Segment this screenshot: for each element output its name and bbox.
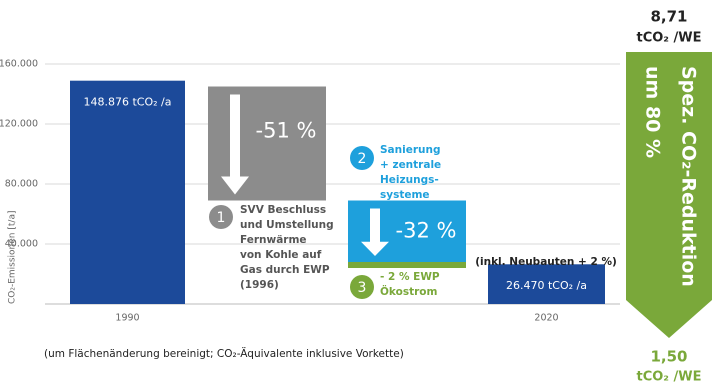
step-arrow	[361, 208, 389, 256]
reduction-to: 1,50	[650, 348, 687, 366]
reduction-from: 8,71	[650, 8, 687, 26]
step-text: + zentrale	[380, 159, 441, 171]
bar	[70, 80, 185, 304]
step-text: Heizungs-	[380, 174, 439, 186]
value-label: 26.470 tCO₂ /a	[506, 279, 587, 292]
step-text: Gas durch EWP	[240, 264, 330, 276]
step-text: von Kohle auf	[240, 249, 322, 261]
value-label: 148.876 tCO₂ /a	[84, 96, 172, 109]
step-bar	[208, 86, 326, 201]
step-number-badge	[350, 275, 374, 299]
reduction-text: um 80 %	[642, 66, 664, 158]
step-text: systeme	[380, 189, 430, 201]
step-text: - 2 % EWP	[380, 271, 440, 283]
step-bar	[348, 262, 466, 268]
x-tick-label: 2020	[534, 313, 558, 324]
step-text: Sanierung	[380, 144, 441, 156]
step-number: 3	[358, 280, 367, 296]
y-tick-label: 120.000	[0, 119, 38, 130]
y-axis-label: CO₂-Emissionen [t/a]	[8, 211, 18, 304]
step-number: 1	[217, 210, 226, 226]
annotation: (inkl. Neubauten + 2 %)	[475, 256, 617, 268]
y-tick-label: 160.000	[0, 59, 38, 70]
step-number-badge	[209, 205, 233, 229]
step-arrow	[221, 94, 249, 195]
y-tick-label: 80.000	[5, 179, 38, 190]
step-text: SVV Beschluss	[240, 204, 326, 216]
step-text: Fernwärme	[240, 234, 307, 246]
reduction-to-unit: tCO₂ /WE	[637, 370, 702, 385]
reduction-from-unit: tCO₂ /WE	[637, 31, 702, 46]
step-label: -32 %	[396, 218, 457, 242]
reduction-text: Spez. CO₂-Reduktion	[678, 66, 700, 287]
step-text: (1996)	[240, 279, 279, 291]
step-label: -51 %	[256, 119, 317, 143]
x-tick-label: 1990	[115, 313, 139, 324]
step-number-badge	[350, 146, 374, 170]
step-number: 2	[358, 151, 367, 167]
footnote: (um Flächenänderung bereinigt; CO₂-Äquiv…	[44, 347, 404, 360]
reduction-arrow	[626, 52, 712, 338]
step-text: Ökostrom	[380, 284, 438, 298]
step-text: und Umstellung	[240, 219, 334, 231]
bar	[488, 264, 605, 304]
step-bar	[348, 200, 466, 262]
y-tick-label: 40.000	[5, 239, 38, 250]
